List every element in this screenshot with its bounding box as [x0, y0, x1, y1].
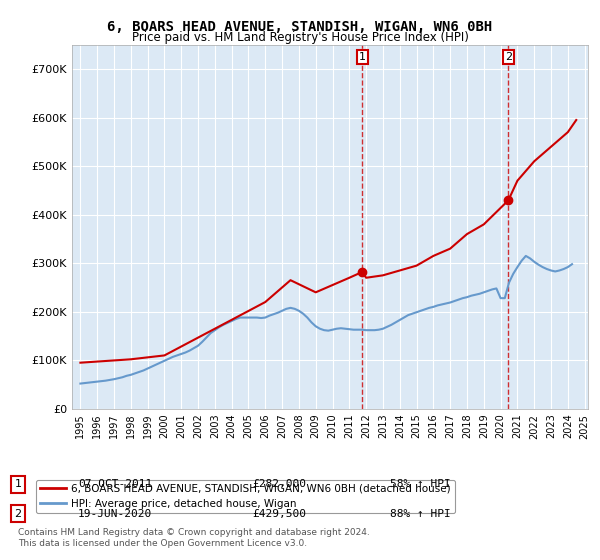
Text: 6, BOARS HEAD AVENUE, STANDISH, WIGAN, WN6 0BH: 6, BOARS HEAD AVENUE, STANDISH, WIGAN, W…	[107, 20, 493, 34]
Text: 58% ↑ HPI: 58% ↑ HPI	[390, 479, 451, 489]
Text: 88% ↑ HPI: 88% ↑ HPI	[390, 508, 451, 519]
Text: 1: 1	[359, 52, 366, 62]
Text: 19-JUN-2020: 19-JUN-2020	[78, 508, 152, 519]
Text: Price paid vs. HM Land Registry's House Price Index (HPI): Price paid vs. HM Land Registry's House …	[131, 31, 469, 44]
Text: Contains HM Land Registry data © Crown copyright and database right 2024.
This d: Contains HM Land Registry data © Crown c…	[18, 528, 370, 548]
Text: 2: 2	[14, 508, 22, 519]
Text: 07-OCT-2011: 07-OCT-2011	[78, 479, 152, 489]
Text: 1: 1	[14, 479, 22, 489]
Text: 2: 2	[505, 52, 512, 62]
Text: £429,500: £429,500	[252, 508, 306, 519]
Legend: 6, BOARS HEAD AVENUE, STANDISH, WIGAN, WN6 0BH (detached house), HPI: Average pr: 6, BOARS HEAD AVENUE, STANDISH, WIGAN, W…	[36, 479, 455, 513]
Text: £282,000: £282,000	[252, 479, 306, 489]
